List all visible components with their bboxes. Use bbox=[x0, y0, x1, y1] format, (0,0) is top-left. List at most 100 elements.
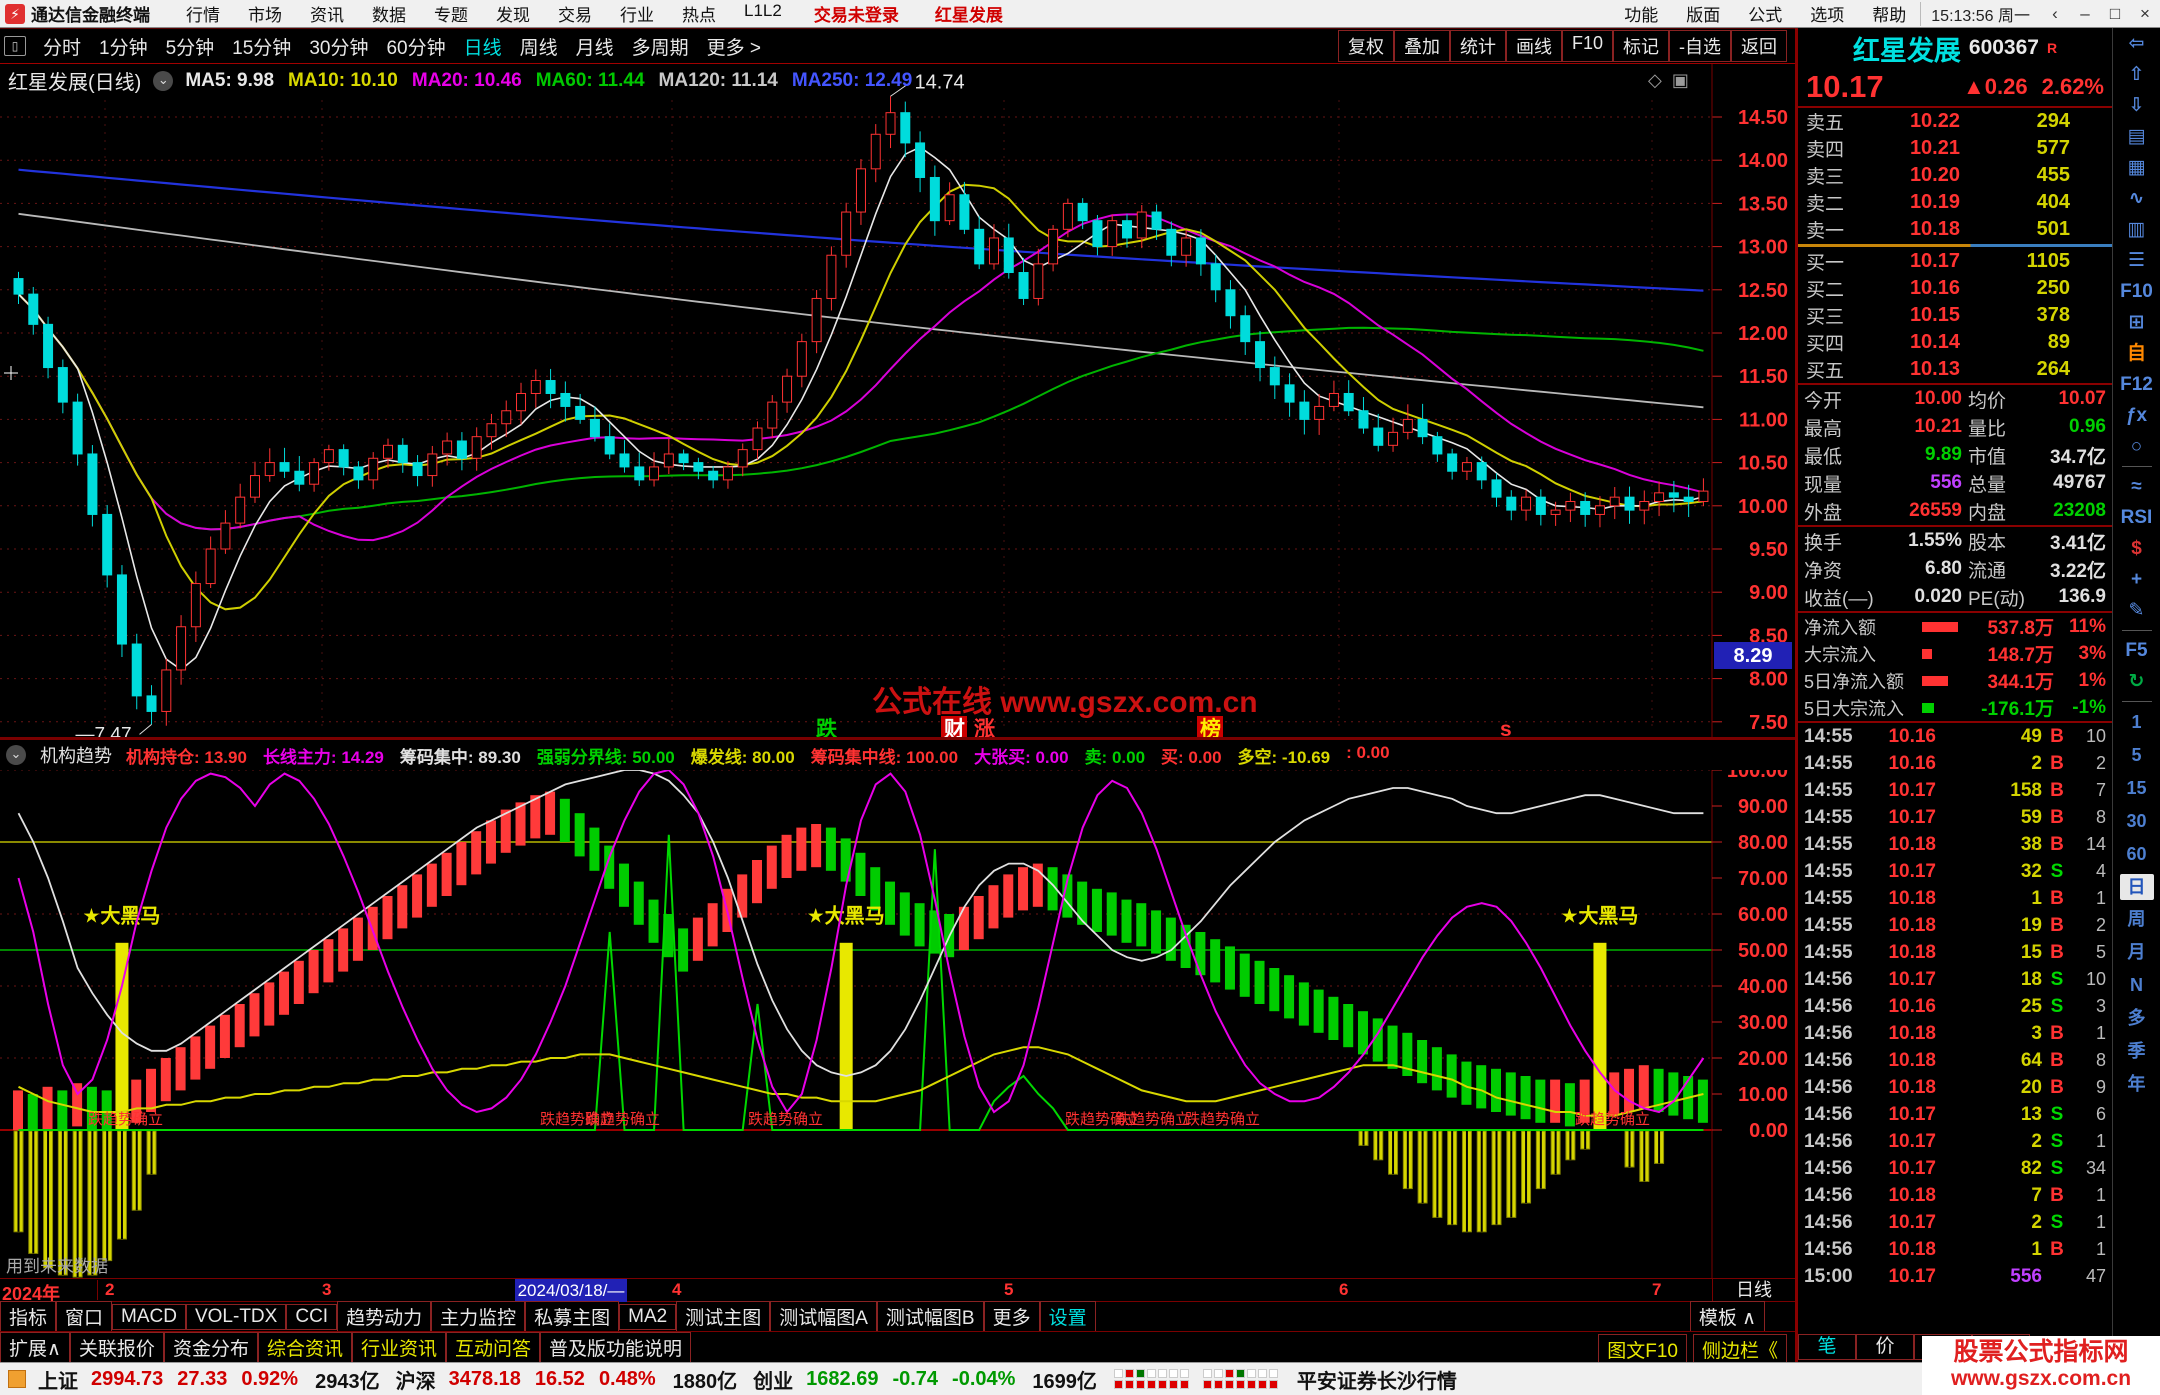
window-button-1[interactable]: – bbox=[2080, 3, 2090, 23]
tick-row[interactable]: 14:56 10.18 7 B 1 bbox=[1804, 1184, 2106, 1206]
menu-行情[interactable]: 行情 bbox=[186, 6, 220, 25]
tab-侧边栏《[interactable]: 侧边栏《 bbox=[1692, 1334, 1787, 1365]
tab-MACD[interactable]: MACD bbox=[112, 1303, 186, 1330]
formula-icon[interactable]: ƒx bbox=[2125, 405, 2148, 426]
wave-icon[interactable]: ≈ bbox=[2131, 476, 2142, 497]
menu-L1L2[interactable]: L1L2 bbox=[744, 1, 782, 20]
tab-指标[interactable]: 指标 bbox=[0, 1301, 57, 1332]
period-60[interactable]: 60 bbox=[2126, 844, 2147, 864]
timeframe-30分钟[interactable]: 30分钟 bbox=[309, 37, 369, 59]
menu-交易[interactable]: 交易 bbox=[558, 6, 592, 25]
tick-row[interactable]: 14:56 10.17 13 S 6 bbox=[1804, 1103, 2106, 1125]
tick-row[interactable]: 14:55 10.17 59 B 8 bbox=[1804, 806, 2106, 828]
tab-CCI[interactable]: CCI bbox=[286, 1303, 338, 1330]
period-N[interactable]: N bbox=[2130, 975, 2143, 995]
circle-tool-icon[interactable]: ○ bbox=[2130, 436, 2143, 457]
toolbtn-返回[interactable]: 返回 bbox=[1731, 30, 1787, 62]
login-status[interactable]: 交易未登录 bbox=[813, 6, 899, 25]
tick-row[interactable]: 14:55 10.18 1 B 1 bbox=[1804, 887, 2106, 909]
template-button[interactable]: 模板 ∧ bbox=[1689, 1301, 1765, 1332]
tab-设置[interactable]: 设置 bbox=[1039, 1301, 1096, 1332]
main-chart[interactable]: 14.50 14.00 13.50 13.00 12.50 12.00 11.50 11.00… bbox=[0, 64, 1795, 738]
tab-私募主图[interactable]: 私募主图 bbox=[525, 1301, 620, 1332]
period-15[interactable]: 15 bbox=[2126, 778, 2147, 798]
collapse-icon[interactable]: ⌄ bbox=[153, 70, 174, 91]
timeframe-15分钟[interactable]: 15分钟 bbox=[232, 37, 292, 59]
menu-数据[interactable]: 数据 bbox=[372, 6, 406, 25]
timeframe-月线[interactable]: 月线 bbox=[575, 37, 614, 59]
tick-row[interactable]: 14:56 10.18 64 B 8 bbox=[1804, 1049, 2106, 1071]
tab-互动问答[interactable]: 互动问答 bbox=[445, 1331, 540, 1363]
list-icon[interactable]: ☰ bbox=[2127, 250, 2146, 271]
money-icon[interactable]: $ bbox=[2131, 538, 2142, 559]
tick-row[interactable]: 14:55 10.18 19 B 2 bbox=[1804, 914, 2106, 936]
timeframe-日线[interactable]: 日线 bbox=[463, 37, 502, 59]
index-name-创业[interactable]: 创业 bbox=[753, 1370, 794, 1393]
period-周[interactable]: 周 bbox=[2127, 909, 2146, 929]
tab-综合资讯[interactable]: 综合资讯 bbox=[257, 1331, 352, 1363]
tab-行业资讯[interactable]: 行业资讯 bbox=[351, 1331, 446, 1363]
scroll-down-icon[interactable]: ⇩ bbox=[2128, 95, 2145, 116]
refresh-icon[interactable]: ↻ bbox=[2128, 671, 2145, 692]
tick-row[interactable]: 15:00 10.17 556 47 bbox=[1804, 1265, 2106, 1287]
tab-测试主图[interactable]: 测试主图 bbox=[676, 1301, 771, 1332]
custom-stock-icon[interactable]: 自 bbox=[2126, 343, 2146, 364]
menu-专题[interactable]: 专题 bbox=[434, 6, 468, 25]
scroll-up-icon[interactable]: ⇧ bbox=[2128, 64, 2145, 85]
window-button-3[interactable]: × bbox=[2140, 3, 2150, 23]
menu-热点[interactable]: 热点 bbox=[682, 6, 716, 25]
quote-grid-icon[interactable]: ▦ bbox=[2127, 157, 2146, 178]
quote-stock-header[interactable]: 红星发展 600367 R bbox=[1798, 28, 2112, 68]
active-stock-label[interactable]: 红星发展 bbox=[934, 6, 1003, 25]
tab-资金分布[interactable]: 资金分布 bbox=[163, 1331, 258, 1363]
toolbtn-复权[interactable]: 复权 bbox=[1337, 30, 1394, 62]
menu-行业[interactable]: 行业 bbox=[620, 6, 654, 25]
tick-row[interactable]: 14:56 10.17 2 S 1 bbox=[1804, 1130, 2106, 1152]
period-30[interactable]: 30 bbox=[2126, 811, 2147, 831]
tab-主力监控[interactable]: 主力监控 bbox=[431, 1301, 526, 1332]
tick-row[interactable]: 14:55 10.16 49 B 10 bbox=[1804, 725, 2106, 747]
index-name-沪深[interactable]: 沪深 bbox=[395, 1370, 436, 1393]
tick-row[interactable]: 14:56 10.17 2 S 1 bbox=[1804, 1211, 2106, 1233]
menu-选项[interactable]: 选项 bbox=[1810, 6, 1845, 25]
tab-窗口[interactable]: 窗口 bbox=[56, 1301, 113, 1332]
tab-关联报价[interactable]: 关联报价 bbox=[69, 1331, 164, 1363]
tick-row[interactable]: 14:56 10.18 3 B 1 bbox=[1804, 1022, 2106, 1044]
timeframe-5分钟[interactable]: 5分钟 bbox=[165, 37, 215, 59]
report-icon[interactable]: ▤ bbox=[2127, 126, 2146, 147]
tick-row[interactable]: 14:56 10.18 20 B 9 bbox=[1804, 1076, 2106, 1098]
period-月[interactable]: 月 bbox=[2127, 942, 2146, 962]
period-季[interactable]: 季 bbox=[2127, 1041, 2146, 1061]
toolbtn-标记[interactable]: 标记 bbox=[1613, 30, 1669, 62]
menu-发现[interactable]: 发现 bbox=[496, 6, 530, 25]
kline-icon[interactable]: ▥ bbox=[2127, 219, 2146, 240]
tick-row[interactable]: 14:55 10.18 38 B 14 bbox=[1804, 833, 2106, 855]
chart-corner-icons[interactable]: ◇▣ bbox=[1648, 70, 1699, 90]
tick-row[interactable]: 14:56 10.16 25 S 3 bbox=[1804, 995, 2106, 1017]
f5-icon[interactable]: F5 bbox=[2125, 640, 2148, 661]
tick-row[interactable]: 14:55 10.17 158 B 7 bbox=[1804, 779, 2106, 801]
toolbtn-统计[interactable]: 统计 bbox=[1449, 30, 1506, 62]
tab-普及版功能说明[interactable]: 普及版功能说明 bbox=[540, 1331, 692, 1363]
move-icon[interactable]: + bbox=[2130, 569, 2143, 590]
tab-扩展∧[interactable]: 扩展∧ bbox=[0, 1331, 70, 1363]
tab-MA2[interactable]: MA2 bbox=[619, 1303, 677, 1330]
menu-功能[interactable]: 功能 bbox=[1624, 6, 1659, 25]
edit-icon[interactable]: ✎ bbox=[2128, 600, 2145, 621]
menu-资讯[interactable]: 资讯 bbox=[310, 6, 344, 25]
tick-row[interactable]: 14:56 10.17 18 S 10 bbox=[1804, 968, 2106, 990]
tick-row[interactable]: 14:55 10.17 32 S 4 bbox=[1804, 860, 2106, 882]
tab-测试幅图A[interactable]: 测试幅图A bbox=[770, 1301, 877, 1332]
window-button-2[interactable]: □ bbox=[2109, 3, 2121, 23]
timeframe-多周期[interactable]: 多周期 bbox=[631, 37, 689, 59]
toolbtn-F10[interactable]: F10 bbox=[1561, 30, 1613, 62]
tick-row[interactable]: 14:56 10.18 1 B 1 bbox=[1804, 1238, 2106, 1260]
period-5[interactable]: 5 bbox=[2131, 745, 2142, 765]
period-年[interactable]: 年 bbox=[2127, 1074, 2146, 1094]
indicator-name[interactable]: 机构趋势 bbox=[40, 746, 112, 766]
period-多[interactable]: 多 bbox=[2127, 1008, 2146, 1028]
tab-VOL-TDX[interactable]: VOL-TDX bbox=[185, 1303, 287, 1330]
f12-icon[interactable]: F12 bbox=[2120, 374, 2153, 395]
timeframe-分时[interactable]: 分时 bbox=[43, 37, 82, 59]
period-1[interactable]: 1 bbox=[2131, 712, 2142, 732]
